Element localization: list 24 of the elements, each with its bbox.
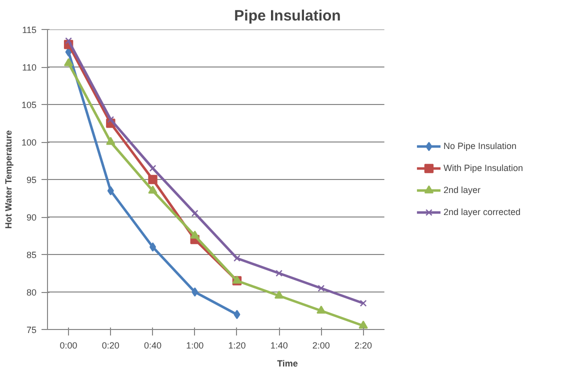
- x-tick-label: 1:40: [270, 340, 288, 350]
- y-tick-label: 110: [22, 62, 37, 72]
- y-tick-label: 80: [26, 288, 37, 298]
- x-tick-label: 0:20: [102, 340, 120, 350]
- x-tick-label: 1:20: [228, 340, 246, 350]
- legend-label: 2nd layer: [443, 184, 480, 196]
- y-tick-label: 85: [26, 250, 37, 260]
- y-tick-label: 100: [21, 138, 37, 148]
- x-tick-label: 1:00: [186, 340, 204, 350]
- y-tick-label: 90: [26, 212, 37, 222]
- x-axis-title: Time: [277, 358, 298, 368]
- y-tick-label: 75: [26, 325, 37, 335]
- x-tick-label: 2:20: [354, 340, 372, 350]
- legend-label: With Pipe Insulation: [443, 162, 523, 174]
- legend-label: 2nd layer corrected: [443, 206, 520, 218]
- x-tick-label: 0:40: [144, 340, 162, 350]
- x-tick-label: 0:00: [60, 340, 78, 350]
- x-tick-label: 2:00: [312, 340, 330, 350]
- y-tick-label: 105: [21, 100, 37, 110]
- y-tick-label: 115: [22, 25, 37, 35]
- legend-label: No Pipe Insulation: [443, 140, 516, 152]
- y-tick-label: 95: [26, 175, 37, 185]
- y-axis-title: Hot Water Temperature: [3, 130, 14, 229]
- chart-title: Pipe Insulation: [234, 8, 341, 24]
